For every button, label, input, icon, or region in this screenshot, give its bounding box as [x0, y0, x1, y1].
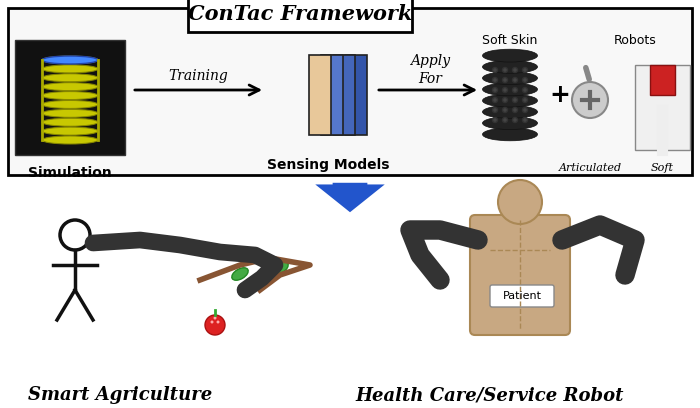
Circle shape	[493, 87, 498, 93]
Circle shape	[503, 118, 507, 122]
Text: Soft: Soft	[650, 163, 673, 173]
Circle shape	[211, 321, 214, 324]
Text: ConTac Framework: ConTac Framework	[188, 4, 412, 24]
Circle shape	[214, 317, 216, 319]
FancyArrowPatch shape	[315, 183, 385, 212]
Circle shape	[503, 98, 507, 102]
Ellipse shape	[232, 268, 248, 280]
Circle shape	[493, 78, 498, 82]
Circle shape	[512, 87, 517, 93]
Bar	[650, 65, 675, 95]
Text: Training: Training	[168, 69, 228, 83]
Ellipse shape	[42, 91, 98, 100]
FancyBboxPatch shape	[490, 285, 554, 307]
Circle shape	[522, 98, 528, 102]
Circle shape	[493, 118, 498, 122]
Ellipse shape	[42, 118, 98, 126]
Ellipse shape	[482, 105, 538, 118]
Text: Robots: Robots	[614, 33, 657, 47]
Ellipse shape	[42, 83, 98, 91]
Circle shape	[503, 78, 507, 82]
Circle shape	[503, 107, 507, 113]
Bar	[635, 65, 690, 150]
Circle shape	[503, 87, 507, 93]
Circle shape	[498, 180, 542, 224]
Circle shape	[493, 67, 498, 73]
FancyBboxPatch shape	[188, 0, 412, 32]
Circle shape	[522, 87, 528, 93]
Ellipse shape	[272, 262, 288, 274]
Circle shape	[522, 118, 528, 122]
Circle shape	[503, 67, 507, 73]
Text: Apply
For: Apply For	[410, 54, 450, 86]
Ellipse shape	[482, 128, 538, 141]
Ellipse shape	[482, 60, 538, 73]
FancyBboxPatch shape	[309, 55, 331, 135]
Circle shape	[493, 98, 498, 102]
Ellipse shape	[252, 278, 268, 290]
Circle shape	[522, 107, 528, 113]
Circle shape	[512, 98, 517, 102]
Ellipse shape	[42, 100, 98, 109]
Text: Simulation: Simulation	[28, 166, 112, 180]
Ellipse shape	[42, 56, 98, 64]
Ellipse shape	[482, 83, 538, 96]
Ellipse shape	[482, 94, 538, 107]
Circle shape	[216, 321, 220, 324]
Ellipse shape	[42, 65, 98, 73]
Circle shape	[522, 78, 528, 82]
Circle shape	[512, 78, 517, 82]
FancyArrowPatch shape	[586, 68, 589, 79]
Ellipse shape	[42, 56, 98, 64]
Circle shape	[205, 315, 225, 335]
Text: Sensing Models: Sensing Models	[267, 158, 389, 172]
Text: Articulated: Articulated	[559, 163, 622, 173]
FancyBboxPatch shape	[333, 55, 355, 135]
Text: Patient: Patient	[503, 291, 542, 301]
Bar	[15, 40, 125, 155]
Circle shape	[493, 107, 498, 113]
Ellipse shape	[42, 109, 98, 118]
Circle shape	[512, 67, 517, 73]
FancyBboxPatch shape	[8, 8, 692, 175]
Ellipse shape	[42, 136, 98, 144]
Circle shape	[512, 107, 517, 113]
Ellipse shape	[42, 74, 98, 82]
FancyBboxPatch shape	[470, 215, 570, 335]
Ellipse shape	[482, 49, 538, 62]
FancyBboxPatch shape	[345, 55, 367, 135]
Ellipse shape	[482, 117, 538, 130]
Circle shape	[572, 82, 608, 118]
Text: Smart Agriculture: Smart Agriculture	[28, 386, 212, 404]
Ellipse shape	[42, 127, 98, 135]
Text: Soft Skin: Soft Skin	[482, 33, 538, 47]
Text: Health Care/Service Robot: Health Care/Service Robot	[356, 386, 624, 404]
Circle shape	[512, 118, 517, 122]
FancyBboxPatch shape	[321, 55, 343, 135]
Circle shape	[522, 67, 528, 73]
Ellipse shape	[482, 72, 538, 84]
Text: +: +	[550, 83, 570, 107]
